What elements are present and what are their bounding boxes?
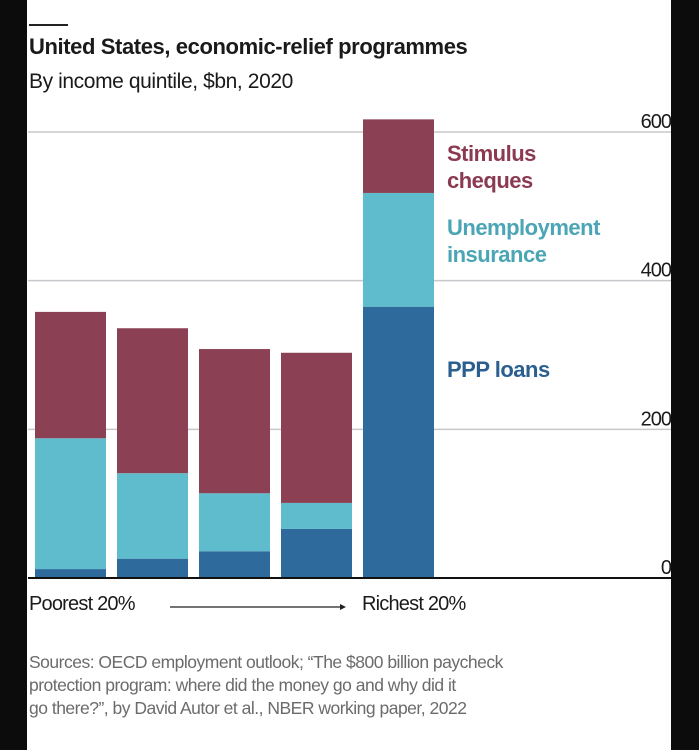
- x-axis-label-right: Richest 20%: [362, 593, 466, 615]
- bar-segment: [35, 438, 106, 570]
- series-label-unemployment-1: Unemployment: [447, 215, 601, 240]
- y-tick-label: 400: [641, 260, 672, 282]
- x-axis-arrow-head: [340, 604, 346, 610]
- bar-segment: [281, 352, 352, 503]
- chart-subtitle: By income quintile, $bn, 2020: [29, 70, 293, 93]
- bar-segment: [281, 502, 352, 529]
- source-note: Sources: OECD employment outlook; “The $…: [29, 651, 669, 720]
- bar-segment: [35, 569, 106, 578]
- series-label-ppp: PPP loans: [447, 357, 550, 382]
- bar-segment: [363, 192, 434, 307]
- bar-segment: [363, 306, 434, 578]
- bar-segment: [199, 349, 270, 494]
- bar-segment: [117, 473, 188, 559]
- bar-segment: [281, 528, 352, 578]
- y-tick-label: 200: [641, 408, 672, 430]
- title-rule: [29, 24, 68, 26]
- series-label-stimulus-2: cheques: [447, 168, 533, 193]
- bar-segment: [35, 311, 106, 439]
- x-axis-label-left: Poorest 20%: [29, 593, 136, 615]
- y-tick-label: 600: [641, 111, 672, 133]
- source-line-3: go there?”, by David Autor et al., NBER …: [29, 698, 467, 718]
- source-line-2: protection program: where did the money …: [29, 675, 456, 695]
- bar-segment: [363, 119, 434, 193]
- series-label-unemployment-2: insurance: [447, 242, 547, 267]
- bar-segment: [199, 551, 270, 578]
- bar-segment: [199, 493, 270, 552]
- chart-title: United States, economic-relief programme…: [29, 34, 468, 59]
- source-line-1: Sources: OECD employment outlook; “The $…: [29, 652, 503, 672]
- series-label-stimulus-1: Stimulus: [447, 141, 536, 166]
- bar-segment: [117, 328, 188, 474]
- bar-segment: [117, 558, 188, 578]
- y-tick-label: 0: [661, 557, 672, 579]
